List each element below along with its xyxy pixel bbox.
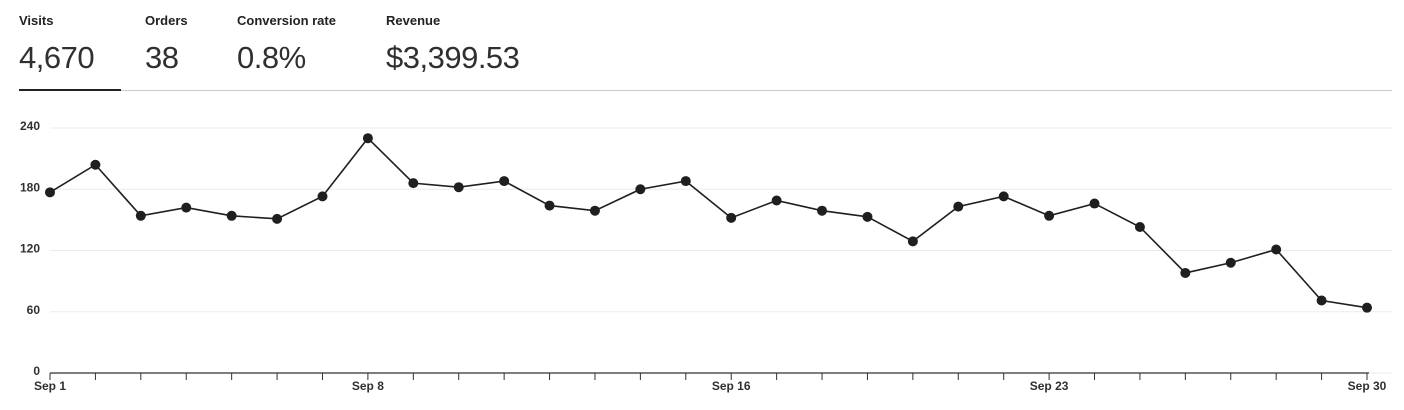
point bbox=[45, 187, 55, 198]
point bbox=[998, 191, 1009, 202]
point bbox=[408, 178, 419, 189]
x-tick-label: Sep 23 bbox=[1030, 379, 1069, 393]
y-tick-label: 240 bbox=[20, 119, 40, 133]
metric-tab[interactable]: Visits 4,670 bbox=[19, 0, 145, 91]
point bbox=[499, 176, 510, 187]
point bbox=[135, 210, 146, 221]
point bbox=[680, 176, 691, 187]
metric-label: Visits bbox=[19, 13, 54, 28]
point bbox=[726, 212, 737, 223]
point bbox=[1134, 222, 1145, 233]
point bbox=[272, 213, 283, 224]
point bbox=[862, 211, 873, 222]
metric-tabs: Visits 4,670 Orders 38 Conversion rate 0.8% Re… bbox=[19, 0, 1392, 91]
metric-value: 0.8% bbox=[237, 40, 306, 75]
x-tick-label: Sep 16 bbox=[712, 379, 751, 393]
metric-label: Conversion rate bbox=[237, 13, 336, 28]
metric-tab[interactable]: Conversion rate 0.8% bbox=[237, 0, 386, 90]
point bbox=[544, 200, 555, 211]
point bbox=[771, 195, 782, 206]
metric-value: 4,670 bbox=[19, 40, 95, 75]
point bbox=[226, 210, 237, 221]
point bbox=[635, 184, 646, 195]
point bbox=[1180, 267, 1191, 278]
x-tick-label: Sep 1 bbox=[34, 379, 66, 393]
point bbox=[1362, 302, 1372, 313]
x-tick-label: Sep 8 bbox=[352, 379, 384, 393]
metric-label: Orders bbox=[145, 13, 188, 28]
point bbox=[817, 205, 828, 216]
metric-tab[interactable]: Revenue $3,399.53 bbox=[386, 0, 586, 90]
point bbox=[1225, 257, 1236, 268]
point bbox=[181, 202, 192, 213]
point bbox=[317, 191, 328, 202]
point bbox=[1044, 210, 1055, 221]
metric-tab[interactable]: Orders 38 bbox=[145, 0, 237, 90]
point bbox=[907, 236, 918, 247]
point bbox=[589, 205, 600, 216]
metric-value: 38 bbox=[145, 40, 179, 75]
point bbox=[1316, 295, 1327, 306]
y-tick-label: 60 bbox=[27, 303, 41, 317]
point bbox=[953, 201, 964, 212]
y-tick-label: 180 bbox=[20, 180, 40, 194]
line bbox=[49, 137, 1368, 309]
point bbox=[362, 133, 373, 144]
point bbox=[1271, 244, 1282, 255]
point bbox=[90, 159, 101, 170]
point bbox=[453, 182, 464, 193]
metric-value: $3,399.53 bbox=[386, 40, 520, 75]
metric-label: Revenue bbox=[386, 13, 441, 28]
y-tick-label: 120 bbox=[20, 242, 40, 256]
point bbox=[1089, 198, 1100, 209]
y-tick-label: 0 bbox=[33, 364, 40, 378]
x-tick-label: Sep 30 bbox=[1348, 379, 1387, 393]
